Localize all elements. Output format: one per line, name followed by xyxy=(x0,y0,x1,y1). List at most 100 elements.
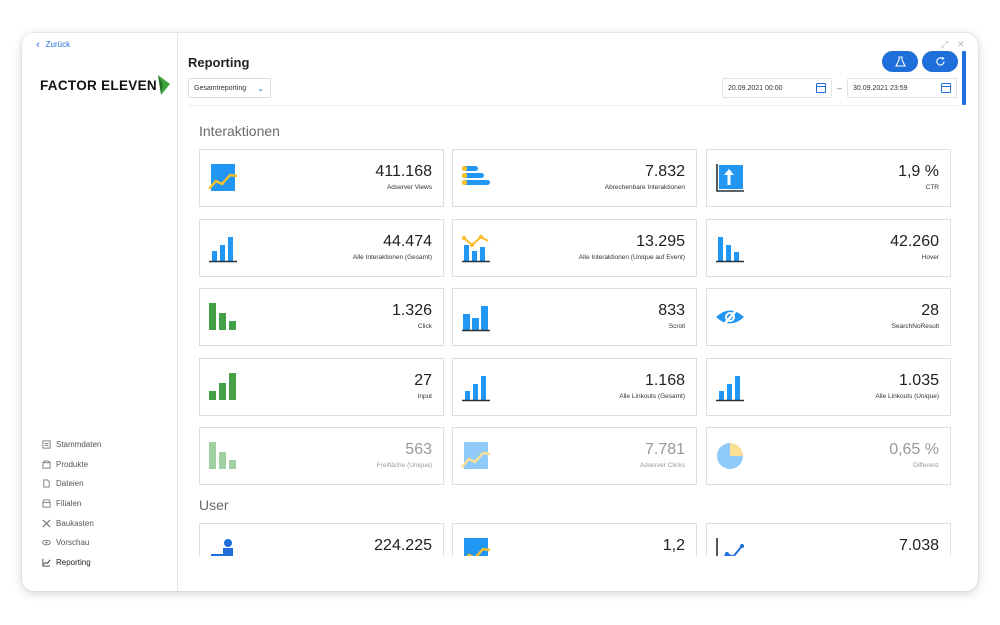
stat-value: 13.295 xyxy=(636,233,685,250)
stat-card[interactable]: 1,2 xyxy=(452,523,697,556)
stat-card[interactable]: 27 Input xyxy=(199,358,444,416)
stat-card[interactable]: 0,65 % Differenz xyxy=(706,427,951,485)
stat-label: Scroll xyxy=(668,323,685,330)
stat-label: Alle Linkouts (Gesamt) xyxy=(619,393,685,400)
stat-value: 42.260 xyxy=(890,233,939,250)
stat-label: Freifläche (Unique) xyxy=(376,462,432,469)
green-ascending-bars-icon xyxy=(209,373,236,400)
back-link[interactable]: ‹ Zurück xyxy=(36,38,71,51)
stat-value: 28 xyxy=(921,302,939,319)
close-icon[interactable]: ✕ xyxy=(957,39,965,49)
export-button[interactable] xyxy=(882,51,918,72)
chart-line-icon xyxy=(42,558,51,567)
refresh-button[interactable] xyxy=(922,51,958,72)
logo-arrow-icon xyxy=(157,75,170,95)
user-stat-icon xyxy=(211,539,233,556)
sidebar-item-label: Stammdaten xyxy=(56,440,102,450)
app-window: ‹ Zurück FACTOR ELEVEN Stammdaten Produk… xyxy=(22,33,978,591)
stat-card[interactable]: 833 Scroll xyxy=(452,288,697,346)
stat-value: 563 xyxy=(405,441,432,458)
stat-value: 1.168 xyxy=(644,372,685,389)
sidebar-item-stammdaten[interactable]: Stammdaten xyxy=(42,435,101,455)
stat-card[interactable]: 42.260 Hover xyxy=(706,219,951,277)
date-from-field[interactable]: 20.09.2021 00:00 xyxy=(722,78,832,98)
stat-card[interactable]: 7.038 xyxy=(706,523,951,556)
stat-card[interactable]: 13.295 Alle Interaktionen (Unique auf Ev… xyxy=(452,219,697,277)
descending-bars-icon xyxy=(716,237,744,263)
sidebar-item-label: Vorschau xyxy=(56,538,90,548)
stat-label: Alle Interaktionen (Unique auf Event) xyxy=(578,254,685,261)
stat-label: Click xyxy=(417,323,432,330)
stat-card[interactable]: 563 Freifläche (Unique) xyxy=(199,427,444,485)
area-chart-icon xyxy=(461,442,491,469)
sidebar-item-label: Produkte xyxy=(56,459,89,469)
upload-chart-icon xyxy=(716,164,744,192)
line-trend-icon xyxy=(716,538,744,556)
chevron-down-icon: ⌄ xyxy=(257,84,264,93)
sidebar-item-vorschau[interactable]: Vorschau xyxy=(42,533,101,553)
stat-value: 7.781 xyxy=(644,441,685,458)
fullscreen-icon[interactable]: ⤢ xyxy=(941,39,949,49)
green-bars-icon xyxy=(209,442,236,469)
stat-label: SearchNoResult xyxy=(891,323,939,330)
date-to-field[interactable]: 30.09.2021 23:59 xyxy=(847,78,957,98)
stat-card[interactable]: 7.781 Adserver Clicks xyxy=(452,427,697,485)
stat-label: Alle Interaktionen (Gesamt) xyxy=(352,254,432,261)
pie-chart-icon xyxy=(717,443,743,469)
sidebar-item-dateien[interactable]: Dateien xyxy=(42,474,101,494)
flask-icon xyxy=(894,56,906,67)
sidebar-item-produkte[interactable]: Produkte xyxy=(42,455,101,475)
report-scroll-area[interactable]: Interaktionen 411.168 Adserver Views 7.8… xyxy=(179,106,978,556)
area-chart-icon xyxy=(464,538,491,556)
stat-value: 1.326 xyxy=(391,302,432,319)
sidebar: ‹ Zurück FACTOR ELEVEN Stammdaten Produk… xyxy=(22,33,178,591)
bar-chart-icon xyxy=(716,376,744,402)
factor-eleven-logo: FACTOR ELEVEN xyxy=(40,75,170,95)
calendar-icon[interactable] xyxy=(941,83,951,93)
sidebar-item-baukasten[interactable]: Baukasten xyxy=(42,513,101,533)
stat-label: CTR xyxy=(925,184,939,191)
stat-label: Differenz xyxy=(913,462,939,469)
tools-icon xyxy=(42,519,51,528)
sidebar-item-reporting[interactable]: Reporting xyxy=(42,553,101,573)
sidebar-item-label: Baukasten xyxy=(56,518,94,528)
stat-value: 27 xyxy=(414,372,432,389)
sidebar-item-filialen[interactable]: Filialen xyxy=(42,494,101,514)
back-label: Zurück xyxy=(45,40,71,49)
stat-value: 1.035 xyxy=(898,372,939,389)
section-title-user: User xyxy=(199,497,229,513)
stat-card[interactable]: 1,9 % CTR xyxy=(706,149,951,207)
stat-card[interactable]: 1.035 Alle Linkouts (Unique) xyxy=(706,358,951,416)
report-select[interactable]: Gesamtreporting ⌄ xyxy=(188,78,271,98)
eye-off-icon xyxy=(716,305,744,329)
stat-label: Alle Linkouts (Unique) xyxy=(875,393,939,400)
stat-card[interactable]: 44.474 Alle Interaktionen (Gesamt) xyxy=(199,219,444,277)
stat-card[interactable]: 28 SearchNoResult xyxy=(706,288,951,346)
header-divider xyxy=(188,105,958,106)
bar-chart-icon xyxy=(209,237,237,263)
sidebar-item-label: Reporting xyxy=(56,557,91,567)
scrollbar-thumb[interactable] xyxy=(962,51,966,105)
stat-label: Abrechenbare Interaktionen xyxy=(604,184,685,191)
date-separator: – xyxy=(837,83,843,93)
document-icon xyxy=(42,440,51,449)
calendar-icon[interactable] xyxy=(816,83,826,93)
stat-card[interactable]: 224.225 xyxy=(199,523,444,556)
stat-card[interactable]: 7.832 Abrechenbare Interaktionen xyxy=(452,149,697,207)
stat-card[interactable]: 1.168 Alle Linkouts (Gesamt) xyxy=(452,358,697,416)
sidebar-nav: Stammdaten Produkte Dateien Filialen Bau… xyxy=(42,435,101,572)
report-select-value: Gesamtreporting xyxy=(194,85,247,92)
stat-card[interactable]: 1.326 Click xyxy=(199,288,444,346)
stat-value: 411.168 xyxy=(375,163,432,180)
area-chart-icon xyxy=(208,164,238,191)
stat-value: 7.832 xyxy=(644,163,685,180)
stat-label: Hover xyxy=(921,254,939,261)
stat-card[interactable]: 411.168 Adserver Views xyxy=(199,149,444,207)
chevron-left-icon: ‹ xyxy=(36,38,40,51)
bar-chart-icon xyxy=(462,376,490,402)
sidebar-item-label: Dateien xyxy=(56,479,84,489)
stat-value: 7.038 xyxy=(898,537,939,554)
stat-value: 1,2 xyxy=(662,537,685,554)
eye-icon xyxy=(42,539,51,546)
horizontal-bars-icon xyxy=(461,165,490,186)
